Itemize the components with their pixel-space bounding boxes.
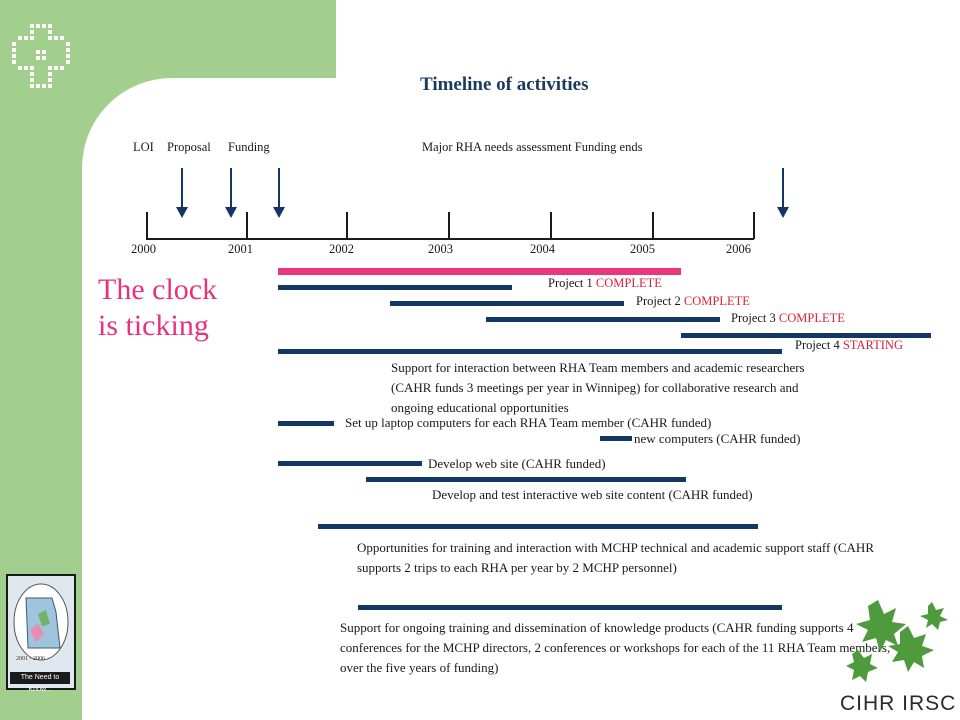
timeline-tick [448, 212, 450, 239]
clock-ticking-text: The clock is ticking [98, 272, 217, 344]
project-2-bar [390, 301, 624, 306]
milestone-loi: LOI [133, 140, 154, 154]
training-note: Opportunities for training and interacti… [357, 540, 874, 575]
book-caption: The Need to Know... [10, 672, 70, 693]
project-2-status: COMPLETE [683, 294, 750, 308]
project-4-label: Project 4 STARTING [795, 338, 903, 353]
cihr-irsc-logo-text: CIHR IRSC [840, 692, 957, 715]
timeline-tick [246, 212, 248, 239]
laptops-bar [278, 421, 334, 426]
project-3-name: Project 3 [731, 311, 776, 325]
project-4-name: Project 4 [795, 338, 840, 352]
timeline-tick [146, 212, 148, 239]
new-computers-note: new computers (CAHR funded) [634, 431, 801, 446]
project-4-status: STARTING [842, 338, 903, 352]
year-label-2006: 2006 [726, 242, 751, 256]
project-1-label: Project 1 COMPLETE [548, 276, 662, 291]
milestone-major-funding-ends: Major RHA needs assessment Funding ends [422, 140, 643, 154]
arrow-down-icon [777, 207, 789, 218]
year-label-2002: 2002 [329, 242, 354, 256]
year-label-2001: 2001 [228, 242, 253, 256]
laptops-note: Set up laptop computers for each RHA Tea… [345, 415, 712, 430]
dotted-cross-icon [12, 24, 70, 88]
manitoba-map-icon [13, 583, 69, 661]
dissemination-bar [358, 605, 782, 610]
green-top-band [82, 0, 336, 78]
dissemination-note: Support for ongoing training and dissemi… [340, 620, 891, 675]
arrow-funding-ends-line [782, 168, 784, 208]
cihr-maple-leaves-icon [846, 600, 948, 682]
web-site-bar [278, 461, 422, 466]
timeline-tick [550, 212, 552, 239]
year-label-2004: 2004 [530, 242, 555, 256]
project-2-name: Project 2 [636, 294, 681, 308]
book-years: 2001 - 2006 [16, 656, 45, 662]
project-2-label: Project 2 COMPLETE [636, 294, 750, 309]
new-computers-bar [600, 436, 632, 441]
project-3-label: Project 3 COMPLETE [731, 311, 845, 326]
year-label-2005: 2005 [630, 242, 655, 256]
web-content-bar [366, 477, 686, 482]
web-site-note: Develop web site (CAHR funded) [428, 456, 606, 471]
need-to-know-book: 2001 - 2006 The Need to Know... [6, 574, 76, 693]
project-1-name: Project 1 [548, 276, 593, 290]
page-title: Timeline of activities [420, 74, 589, 95]
arrow-funding-line [278, 168, 280, 208]
arrow-down-icon [176, 207, 188, 218]
project-1-bar [278, 285, 512, 290]
arrow-loi-line [181, 168, 183, 208]
training-bar [318, 524, 758, 529]
milestone-proposal: Proposal [167, 140, 211, 154]
timeline-tick [753, 212, 755, 239]
project-3-bar [486, 317, 720, 322]
timeline-axis [146, 238, 754, 240]
white-content-corner [82, 78, 262, 258]
arrow-proposal-line [230, 168, 232, 208]
milestone-funding: Funding [228, 140, 270, 154]
clock-line-2: is ticking [98, 309, 209, 342]
clock-line-1: The clock [98, 273, 218, 306]
pink-overall-bar [278, 268, 681, 275]
arrow-down-icon [225, 207, 237, 218]
web-content-note: Develop and test interactive web site co… [432, 487, 753, 502]
year-label-2000: 2000 [131, 242, 156, 256]
support-interaction-note: Support for interaction between RHA Team… [391, 360, 805, 415]
timeline-tick [346, 212, 348, 239]
year-label-2003: 2003 [428, 242, 453, 256]
support-interaction-bar [278, 349, 782, 354]
timeline-tick [652, 212, 654, 239]
arrow-down-icon [273, 207, 285, 218]
project-3-status: COMPLETE [778, 311, 845, 325]
project-4-bar [681, 333, 931, 338]
project-1-status: COMPLETE [595, 276, 662, 290]
